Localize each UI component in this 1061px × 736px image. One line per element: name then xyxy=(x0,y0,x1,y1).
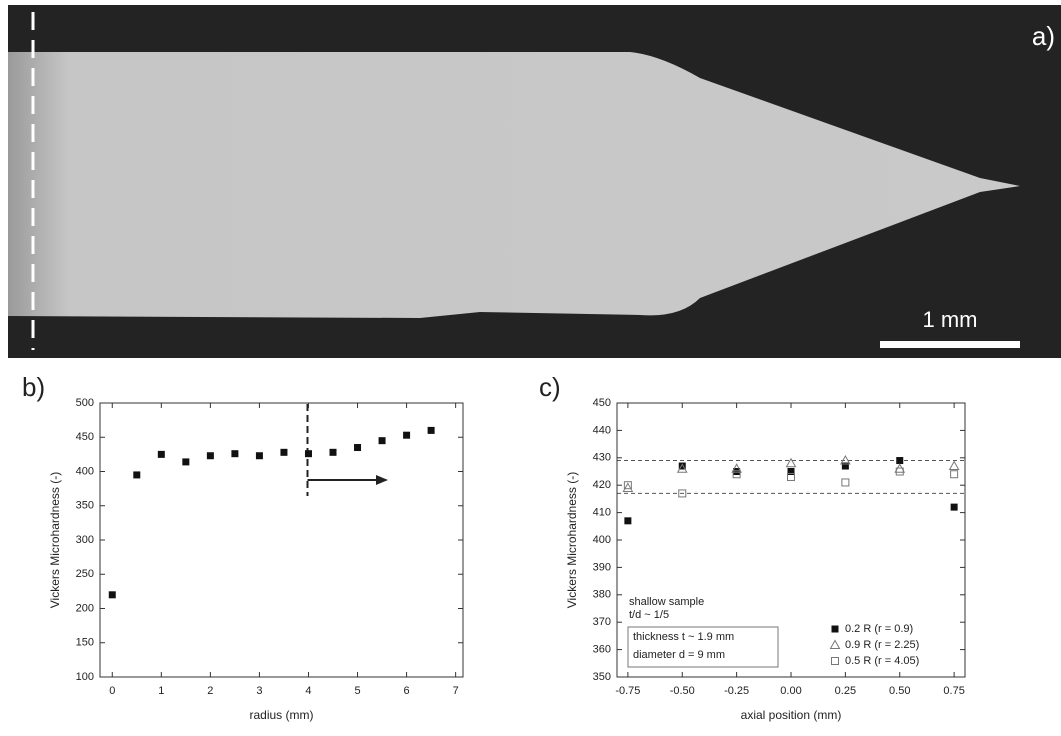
point xyxy=(950,503,958,511)
point xyxy=(678,489,687,498)
annotation: t/d ~ 1/5 xyxy=(629,609,669,621)
point xyxy=(623,481,632,490)
y-tick-label: 370 xyxy=(593,616,611,628)
point xyxy=(378,437,386,445)
panel-label: a) xyxy=(1032,21,1055,51)
scale-bar xyxy=(880,341,1020,348)
annotation: thickness t ~ 1.9 mm xyxy=(633,631,734,643)
y-tick-label: 390 xyxy=(593,561,611,573)
y-axis-label: Vickers Microhardness (-) xyxy=(565,472,579,608)
x-tick-label: 2 xyxy=(207,685,213,697)
x-tick-label: 0.25 xyxy=(835,685,856,697)
y-tick-label: 450 xyxy=(593,397,611,409)
x-tick-label: -0.50 xyxy=(670,685,695,697)
x-tick-label: 3 xyxy=(256,685,262,697)
annotation-box xyxy=(627,626,779,668)
legend-label: 0.5 R (r = 4.05) xyxy=(845,655,919,667)
point xyxy=(678,462,686,470)
point xyxy=(427,426,435,434)
y-tick-label: 500 xyxy=(76,397,94,409)
annotation: shallow sample xyxy=(629,596,704,608)
y-tick-label: 100 xyxy=(76,671,94,683)
point xyxy=(329,448,337,456)
panel-label: b) xyxy=(22,372,45,402)
panel-label: c) xyxy=(539,372,561,402)
legend-marker xyxy=(831,657,839,665)
point xyxy=(624,517,632,525)
scale-bar-label: 1 mm xyxy=(923,307,978,332)
point xyxy=(840,455,851,465)
x-axis-label: axial position (mm) xyxy=(741,708,842,722)
point xyxy=(676,463,688,473)
point xyxy=(950,470,959,479)
point xyxy=(133,471,141,479)
y-tick-label: 430 xyxy=(593,452,611,464)
y-tick-label: 360 xyxy=(593,644,611,656)
y-tick-label: 380 xyxy=(593,589,611,601)
y-tick-label: 350 xyxy=(76,500,94,512)
sample-profile xyxy=(8,52,1020,318)
y-tick-label: 300 xyxy=(76,534,94,546)
x-tick-label: 4 xyxy=(305,685,311,697)
x-tick-label: 0 xyxy=(109,685,115,697)
point xyxy=(108,591,116,599)
point xyxy=(255,452,263,460)
x-tick-label: 6 xyxy=(404,685,410,697)
y-axis-label: Vickers Microhardness (-) xyxy=(48,472,62,608)
y-tick-label: 350 xyxy=(593,671,611,683)
point xyxy=(157,450,165,458)
x-tick-label: -0.75 xyxy=(615,685,640,697)
point xyxy=(304,450,312,458)
x-tick-label: 0.00 xyxy=(780,685,801,697)
y-tick-label: 410 xyxy=(593,507,611,519)
x-tick-label: 0.75 xyxy=(943,685,964,697)
point xyxy=(732,470,741,479)
point xyxy=(206,452,214,460)
arrow-head xyxy=(376,475,388,485)
x-axis-label: radius (mm) xyxy=(249,708,313,722)
point xyxy=(895,467,904,476)
point xyxy=(787,472,795,481)
y-tick-label: 450 xyxy=(76,431,94,443)
point xyxy=(948,460,960,471)
point xyxy=(785,457,797,468)
point xyxy=(182,458,190,466)
legend-label: 0.2 R (r = 0.9) xyxy=(845,623,913,635)
point xyxy=(731,463,742,473)
point xyxy=(787,468,795,475)
point xyxy=(733,468,741,475)
x-tick-label: 0.50 xyxy=(889,685,910,697)
point xyxy=(622,482,634,492)
point xyxy=(231,450,239,458)
point xyxy=(354,444,362,452)
point xyxy=(403,431,411,439)
y-tick-label: 440 xyxy=(593,424,611,436)
point xyxy=(280,448,288,456)
x-tick-label: 5 xyxy=(354,685,360,697)
plot-frame xyxy=(99,402,464,678)
legend-marker xyxy=(829,639,841,649)
y-tick-label: 250 xyxy=(76,568,94,580)
y-tick-label: 400 xyxy=(593,534,611,546)
y-tick-label: 420 xyxy=(593,479,611,491)
y-tick-label: 400 xyxy=(76,465,94,477)
y-tick-label: 150 xyxy=(76,637,94,649)
x-tick-label: 1 xyxy=(158,685,164,697)
legend-label: 0.9 R (r = 2.25) xyxy=(845,639,919,651)
y-tick-label: 200 xyxy=(76,602,94,614)
point xyxy=(896,457,904,465)
point xyxy=(841,478,850,487)
legend-marker xyxy=(831,625,839,633)
x-tick-label: 7 xyxy=(453,685,459,697)
annotation: diameter d = 9 mm xyxy=(633,649,725,661)
point xyxy=(841,462,849,470)
x-tick-label: -0.25 xyxy=(724,685,749,697)
